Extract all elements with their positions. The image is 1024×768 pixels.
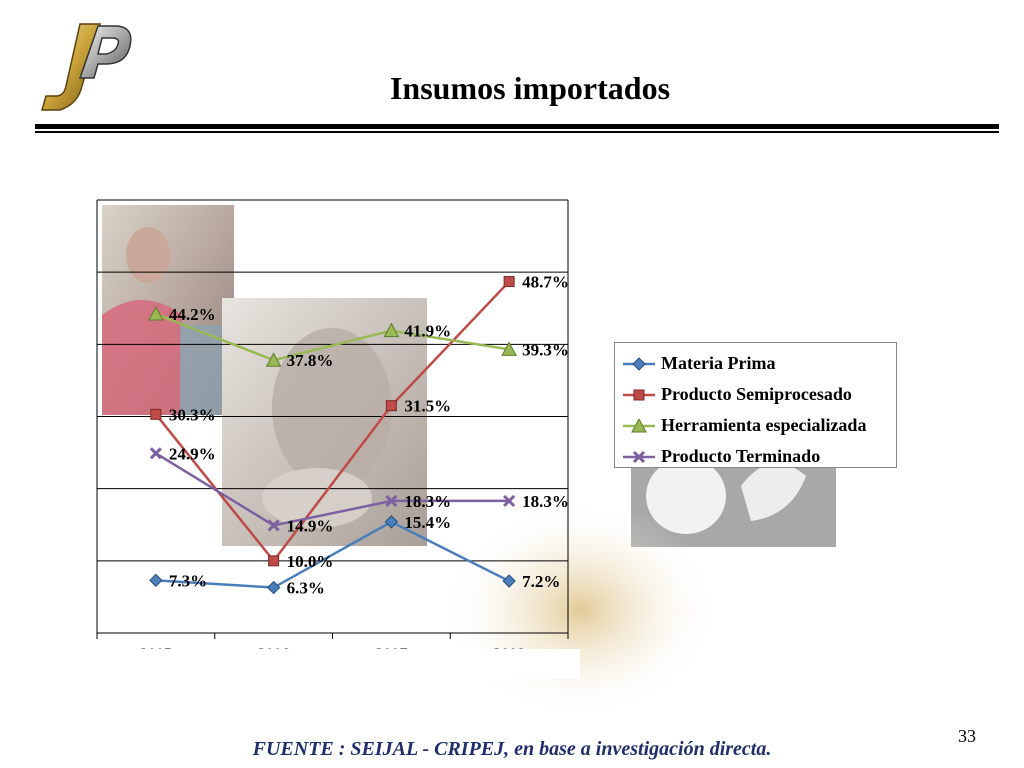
legend-marker <box>633 389 645 400</box>
legend-label: Herramienta especializada <box>661 415 867 435</box>
data-label: 39.3% <box>522 340 569 359</box>
data-label: 30.3% <box>169 405 216 424</box>
data-label: 44.2% <box>169 305 216 324</box>
series-materia-prima-marker <box>266 580 281 595</box>
background-photo-center <box>222 298 427 546</box>
series-herramienta-especializada-marker <box>501 341 517 356</box>
page-title: Insumos importados <box>389 70 671 106</box>
legend-marker <box>632 450 646 463</box>
series-producto-terminado-marker <box>149 447 162 460</box>
series-materia-prima-marker <box>502 574 516 588</box>
axis-label-mask <box>80 649 580 679</box>
series-producto-terminado-marker <box>267 519 280 532</box>
series-producto-semiprocesado-line <box>154 280 511 563</box>
data-label: 31.5% <box>404 397 451 416</box>
data-label: 24.9% <box>169 444 216 463</box>
data-label: 18.3% <box>404 492 451 511</box>
background-photo-left <box>102 205 234 415</box>
legend-item: Herramienta especializada <box>621 410 896 441</box>
series-materia-prima-marker <box>384 515 399 529</box>
data-label: 7.2% <box>522 572 560 591</box>
series-producto-semiprocesado-marker <box>268 555 280 567</box>
data-label: 18.3% <box>522 492 569 511</box>
chart-legend: Materia Prima Producto Semiprocesado Herra… <box>614 342 897 468</box>
legend-swatch <box>623 356 655 371</box>
legend-swatch <box>623 450 655 463</box>
legend-marker <box>632 356 646 371</box>
data-label: 48.7% <box>522 273 569 292</box>
data-label: 37.8% <box>287 351 334 370</box>
jp-logo: JP <box>41 23 132 111</box>
legend-item: Producto Terminado <box>621 441 896 472</box>
series-producto-terminado-marker <box>503 494 516 507</box>
legend-item: Producto Semiprocesado <box>621 379 896 410</box>
header-rule-thin <box>35 131 999 133</box>
header-rule-thick <box>35 124 999 129</box>
series-materia-prima-marker <box>149 573 163 588</box>
legend-swatch <box>623 389 655 400</box>
series-producto-semiprocesado-marker <box>150 408 162 420</box>
series-producto-terminado-line <box>155 452 510 527</box>
data-label: 6.3% <box>287 579 325 598</box>
legend-item: Materia Prima <box>621 348 896 379</box>
legend-label: Materia Prima <box>661 353 776 373</box>
data-label: 14.9% <box>287 516 334 535</box>
legend-label: Producto Semiprocesado <box>661 384 852 404</box>
series-herramienta-especializada-marker <box>265 352 282 367</box>
legend-label: Producto Terminado <box>661 446 821 466</box>
data-label: 41.9% <box>404 322 451 341</box>
series-producto-terminado-marker <box>385 494 398 507</box>
page-number: 33 <box>958 726 976 746</box>
data-label: 7.3% <box>169 571 207 590</box>
source-note: FUENTE : SEIJAL - CRIPEJ, en base a inve… <box>252 738 772 760</box>
data-label: 15.4% <box>404 513 451 532</box>
series-herramienta-especializada-marker <box>383 322 400 338</box>
legend-swatch <box>623 418 655 432</box>
series-herramienta-especializada-marker <box>148 305 164 321</box>
series-producto-semiprocesado-marker <box>385 400 397 412</box>
series-materia-prima-line <box>155 520 510 589</box>
series-producto-semiprocesado-marker <box>503 276 515 288</box>
series-herramienta-especializada-line <box>155 312 510 362</box>
data-label: 10.0% <box>287 552 334 571</box>
legend-marker <box>631 418 647 432</box>
